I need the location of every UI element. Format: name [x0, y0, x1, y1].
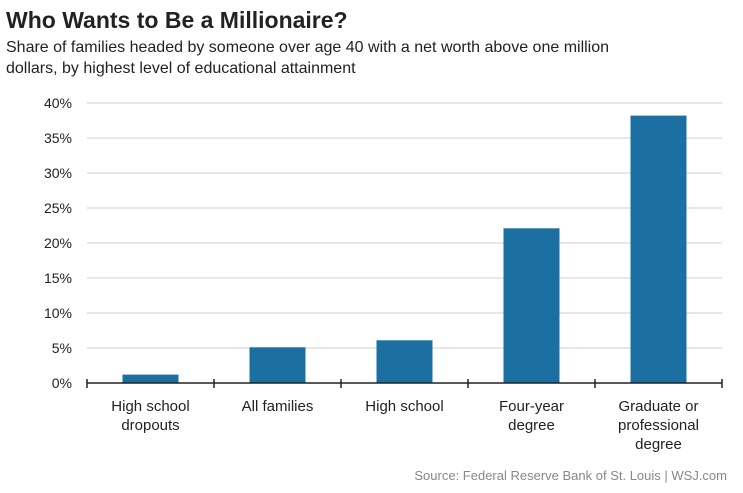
x-tick-label: High school dropouts — [111, 398, 189, 434]
y-tick-label: 0% — [52, 375, 72, 391]
y-tick-label: 30% — [44, 165, 72, 181]
chart-subtitle: dollars, by highest level of educational… — [6, 60, 356, 77]
y-tick-label: 10% — [44, 305, 72, 321]
bar — [630, 115, 687, 383]
source-note: Source: Federal Reserve Bank of St. Loui… — [414, 468, 727, 483]
x-tick-label: High school — [365, 398, 443, 415]
x-tick-label: Graduate or professional degree — [618, 398, 699, 453]
y-tick-label: 25% — [44, 200, 72, 216]
y-tick-label: 5% — [52, 340, 72, 356]
bar — [503, 228, 560, 383]
bar — [122, 374, 179, 383]
chart-title: Who Wants to Be a Millionaire? — [6, 7, 348, 33]
y-tick-label: 40% — [44, 95, 72, 111]
y-tick-label: 20% — [44, 235, 72, 251]
bar — [376, 340, 433, 383]
chart-subtitle: Share of families headed by someone over… — [6, 39, 609, 56]
bar — [249, 347, 306, 383]
x-tick-label: All families — [242, 398, 314, 415]
y-tick-label: 35% — [44, 130, 72, 146]
x-tick-label: Four-year degree — [499, 398, 564, 434]
y-tick-label: 15% — [44, 270, 72, 286]
